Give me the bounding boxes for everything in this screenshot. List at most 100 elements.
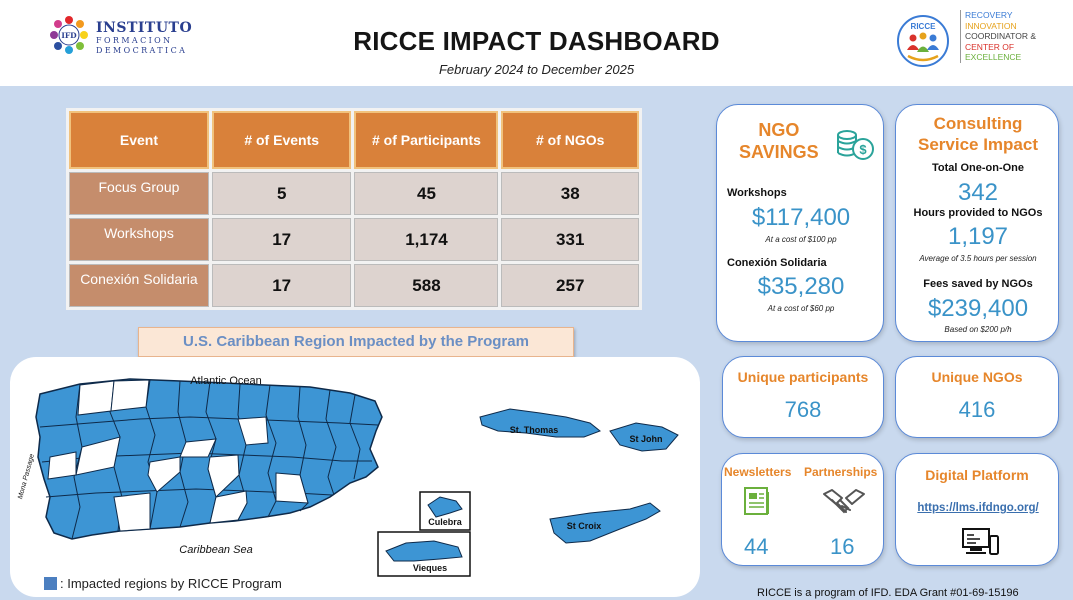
handshake-icon [823,489,865,514]
ngo-savings-title: NGO SAVINGS [739,119,819,163]
unique-ngos-card: Unique NGOs 416 [895,356,1059,438]
row-event-name: Workshops [69,218,209,261]
events-table: Event # of Events # of Participants # of… [66,108,642,310]
table-header-row: Event # of Events # of Participants # of… [69,111,639,169]
caribbean-map: Culebra Vieques Atlantic Ocean Caribbean… [17,375,679,577]
ricce-word-recovery: RECOVERY [965,10,1013,20]
table-row: Workshops 17 1,174 331 [69,218,639,261]
ngo-conexion-note: At a cost of $60 pp [767,304,835,313]
st-croix-island [549,502,661,544]
ngo-savings-title-line2: SAVINGS [739,142,819,162]
map-label-mona: Mona Passage [17,453,36,500]
row-participants-count: 45 [354,172,499,215]
row-events-count: 17 [211,264,352,307]
computer-devices-icon [962,528,999,555]
digital-platform-card: Digital Platform https://lms.ifdngo.org/ [895,453,1059,566]
consulting-card: Consulting Service Impact Total One-on-O… [895,104,1059,342]
hours-note: Average of 3.5 hours per session [919,254,1037,263]
svg-text:$: $ [859,142,867,157]
footer-text: RICCE is a program of IFD. EDA Grant #01… [757,587,1019,599]
digital-platform-link[interactable]: https://lms.ifdngo.org/ [917,502,1039,514]
non-impacted-regions [47,379,309,532]
fees-label: Fees saved by NGOs [923,278,1033,290]
column-header-ngos: # of NGOs [501,111,639,169]
map-label-culebra: Culebra [428,517,463,527]
newsletters-label: Newsletters [724,465,792,479]
ifd-logo-sub1: FORMACION [96,36,173,45]
ifd-logo[interactable]: IFD INSTITUTO FORMACION DEMOCRATICA [48,14,192,60]
ngo-conexion-label: Conexión Solidaria [727,257,827,269]
ngo-workshops-note: At a cost of $100 pp [765,235,837,244]
svg-text:IFD: IFD [61,31,77,40]
map-label-atlantic: Atlantic Ocean [190,375,262,387]
svg-text:RICCE: RICCE [911,22,937,31]
map-card: Culebra Vieques Atlantic Ocean Caribbean… [10,357,700,597]
row-event-name: Conexión Solidaria [69,264,209,307]
table-row: Conexión Solidaria 17 588 257 [69,264,639,307]
newsletters-partnerships-card: Newsletters Partnerships 44 16 [721,453,884,566]
row-participants-count: 588 [354,264,499,307]
ifd-logo-icon: IFD [50,16,88,54]
ricce-word-coordinator: COORDINATOR & [965,31,1036,42]
header: IFD INSTITUTO FORMACION DEMOCRATICA RICC… [0,0,1073,86]
region-banner: U.S. Caribbean Region Impacted by the Pr… [138,327,574,357]
row-events-count: 5 [211,172,352,215]
consulting-title-line1: Consulting [933,114,1023,133]
unique-ngos-label: Unique NGOs [931,369,1023,385]
ricce-word-innovation: INNOVATION [965,20,1017,31]
coins-dollar-icon: $ [837,130,874,160]
digital-platform-label: Digital Platform [925,467,1029,483]
unique-ngos-value: 416 [958,397,996,422]
newsletters-value: 44 [744,534,769,559]
st-thomas-island [479,408,601,438]
column-header-participants: # of Participants [354,111,499,169]
map-label-caribbean: Caribbean Sea [179,544,252,556]
map-legend: : Impacted regions by RICCE Program [44,576,282,591]
row-participants-count: 1,174 [354,218,499,261]
legend-text: : Impacted regions by RICCE Program [60,576,282,591]
partnerships-value: 16 [830,534,855,559]
culebra-island [427,496,463,518]
column-header-event: Event [69,111,209,169]
ricce-word-excellence: EXCELLENCE [965,52,1022,63]
ifd-logo-name: INSTITUTO [96,20,193,36]
column-header-events: # of Events [211,111,352,169]
ricce-logo[interactable]: RICCE RECOVERY INNOVATION COORDINATOR & … [896,8,1071,68]
row-ngos-count: 331 [501,218,639,261]
unique-participants-label: Unique participants [737,369,869,385]
map-label-vieques: Vieques [413,563,447,573]
partnerships-label: Partnerships [804,465,878,479]
st-john-island [609,422,679,452]
consulting-title: Consulting Service Impact [896,113,1060,155]
total-one-on-one-value: 342 [957,179,999,206]
ngo-workshops-label: Workshops [727,187,787,199]
hours-label: Hours provided to NGOs [913,207,1043,219]
unique-participants-card: Unique participants 768 [722,356,884,438]
ricce-logo-icon: RICCE [897,15,949,67]
ricce-word-center: CENTER OF [965,41,1015,52]
page-subtitle: February 2024 to December 2025 [438,62,635,77]
ngo-savings-card: NGO SAVINGS $ Workshops $117,400 At a co… [716,104,884,342]
page-title: RICCE IMPACT DASHBOARD [353,26,720,56]
ngo-savings-title-line1: NGO [758,120,800,140]
ricce-logo-words: RECOVERY INNOVATION COORDINATOR & CENTER… [960,10,1036,63]
row-ngos-count: 257 [501,264,639,307]
ngo-conexion-value: $35,280 [757,273,845,300]
fees-note: Based on $200 p/h [944,325,1012,334]
newsletter-icon [744,487,769,515]
map-label-st-croix: St Croix [567,521,602,531]
row-ngos-count: 38 [501,172,639,215]
table-row: Focus Group 5 45 38 [69,172,639,215]
unique-participants-value: 768 [784,397,822,422]
row-event-name: Focus Group [69,172,209,215]
row-events-count: 17 [211,218,352,261]
ngo-workshops-value: $117,400 [751,204,851,231]
map-label-st-john: St John [630,434,663,444]
total-one-on-one-label: Total One-on-One [931,162,1025,174]
vieques-island [385,540,463,562]
ifd-logo-sub2: DEMOCRATICA [96,46,188,55]
fees-value: $239,400 [927,295,1029,322]
map-label-st-thomas: St. Thomas [510,425,559,435]
consulting-title-line2: Service Impact [917,135,1038,154]
legend-swatch [44,577,57,590]
